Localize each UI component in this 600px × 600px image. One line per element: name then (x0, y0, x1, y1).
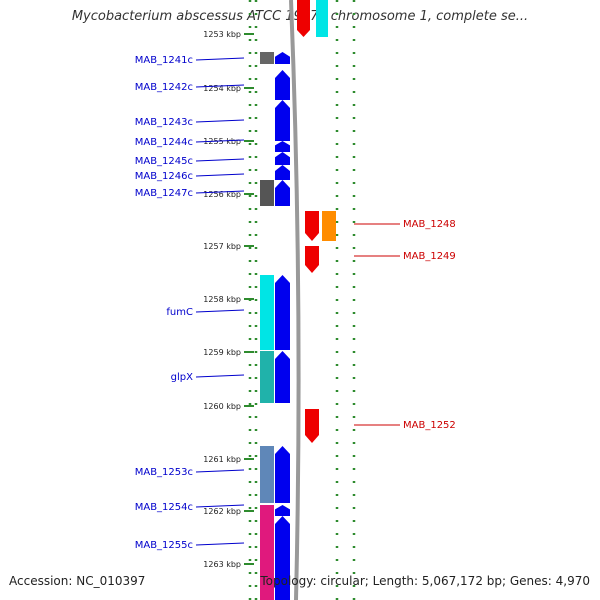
reverse-gene-label[interactable]: MAB_1244c (135, 137, 193, 148)
kbp-axis: 1253 kbp 1254 kbp 1255 kbp 1256 kbp 1257 kbp… (203, 30, 254, 569)
tick-label: 1254 kbp (203, 84, 241, 93)
topology-summary: Topology: circular; Length: 5,067,172 bp… (260, 574, 590, 588)
tick-label: 1257 kbp (203, 242, 241, 251)
reverse-gene-label[interactable]: glpX (171, 372, 193, 383)
reverse-gene-label[interactable]: MAB_1242c (135, 82, 193, 93)
label-leader (195, 57, 245, 61)
reverse-gene-label[interactable]: fumC (166, 307, 193, 318)
forward-gene-arrow[interactable] (305, 409, 319, 443)
reverse-gene-label[interactable]: MAB_1243c (135, 117, 193, 128)
cog-block (260, 505, 274, 516)
chromosome-backbone (289, 0, 301, 600)
tick-label: 1258 kbp (203, 295, 241, 304)
reverse-gene-arrow[interactable] (275, 141, 290, 152)
backbone-line (289, 0, 301, 600)
reverse-gene-arrow[interactable] (275, 446, 290, 503)
reverse-gene-label[interactable]: MAB_1255c (135, 540, 193, 551)
forward-gene-label[interactable]: MAB_1249 (403, 251, 456, 262)
tick-label: 1259 kbp (203, 348, 241, 357)
tick-label: 1255 kbp (203, 137, 241, 146)
cog-block (260, 52, 274, 64)
reverse-gene-arrow[interactable] (275, 100, 290, 141)
reverse-gene-arrow[interactable] (275, 52, 290, 64)
reverse-gene-arrow[interactable] (275, 275, 290, 350)
label-leader (195, 309, 245, 313)
tick-label: 1262 kbp (203, 507, 241, 516)
cog-block (322, 211, 336, 241)
tick-label: 1253 kbp (203, 30, 241, 39)
reverse-gene-label[interactable]: MAB_1241c (135, 55, 193, 66)
label-leader (195, 158, 245, 162)
reverse-gene-label[interactable]: MAB_1253c (135, 467, 193, 478)
cog-block (260, 446, 274, 503)
cog-block (316, 0, 328, 37)
tick-label: 1261 kbp (203, 455, 241, 464)
label-leader (195, 139, 245, 143)
gene-track (260, 0, 336, 600)
label-leader (195, 504, 245, 508)
reverse-gene-arrow[interactable] (275, 180, 290, 206)
label-leader (195, 190, 245, 194)
reverse-gene-arrow[interactable] (275, 351, 290, 403)
gene-labels: MAB_1241c MAB_1242c MAB_1243c MAB_1244c MAB_… (135, 55, 456, 551)
label-leader (195, 542, 245, 546)
forward-gene-label[interactable]: MAB_1248 (403, 219, 456, 230)
cog-block (260, 180, 274, 206)
cog-block (260, 516, 274, 600)
cog-block (260, 275, 274, 350)
reverse-gene-label[interactable]: MAB_1246c (135, 171, 193, 182)
reverse-gene-arrow[interactable] (275, 165, 290, 180)
label-leader (195, 84, 245, 88)
forward-gene-arrow[interactable] (305, 211, 319, 241)
forward-gene-arrow[interactable] (305, 246, 319, 273)
forward-gene-label[interactable]: MAB_1252 (403, 420, 456, 431)
label-leader (195, 374, 245, 378)
label-leader (195, 469, 245, 473)
accession-text: Accession: NC_010397 (9, 574, 146, 588)
label-leader (195, 173, 245, 177)
tick-label: 1256 kbp (203, 190, 241, 199)
tick-label: 1263 kbp (203, 560, 241, 569)
reverse-gene-arrow[interactable] (275, 505, 290, 516)
tick-label: 1260 kbp (203, 402, 241, 411)
reverse-gene-label[interactable]: MAB_1254c (135, 502, 193, 513)
reverse-gene-arrow[interactable] (275, 70, 290, 100)
cog-block (260, 351, 274, 403)
reverse-gene-label[interactable]: MAB_1245c (135, 156, 193, 167)
reverse-gene-arrow[interactable] (275, 516, 290, 600)
label-leader (195, 119, 245, 123)
reverse-gene-label[interactable]: MAB_1247c (135, 188, 193, 199)
forward-gene-arrow[interactable] (297, 0, 310, 37)
reverse-gene-arrow[interactable] (275, 152, 290, 165)
